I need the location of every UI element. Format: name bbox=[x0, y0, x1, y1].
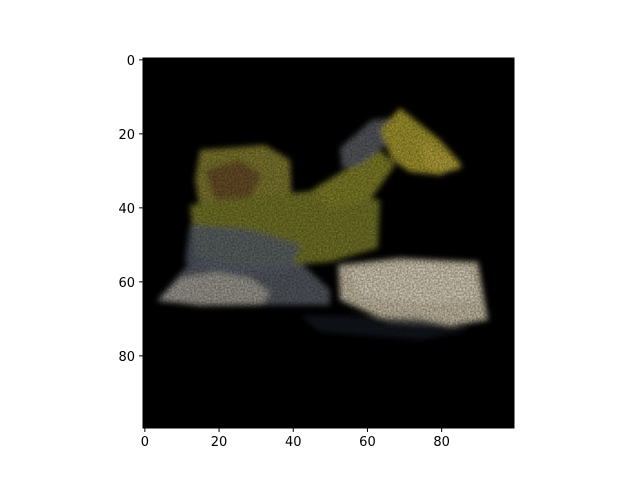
x-tick-label: 0 bbox=[141, 435, 149, 450]
y-tick-label: 80 bbox=[118, 350, 135, 365]
y-tick-label: 60 bbox=[118, 276, 135, 291]
x-tick-label: 60 bbox=[359, 435, 376, 450]
y-axis: 0 20 40 60 80 bbox=[118, 54, 143, 365]
heatmap-image bbox=[143, 58, 514, 428]
y-tick-label: 0 bbox=[127, 54, 135, 69]
x-axis: 0 20 40 60 80 bbox=[141, 428, 450, 450]
x-tick-label: 40 bbox=[285, 435, 302, 450]
grain-overlay bbox=[143, 58, 514, 428]
y-tick-label: 40 bbox=[118, 202, 135, 217]
axes-frame bbox=[142, 57, 515, 429]
x-tick-label: 20 bbox=[211, 435, 228, 450]
y-tick-label: 20 bbox=[118, 128, 135, 143]
x-tick-label: 80 bbox=[433, 435, 450, 450]
